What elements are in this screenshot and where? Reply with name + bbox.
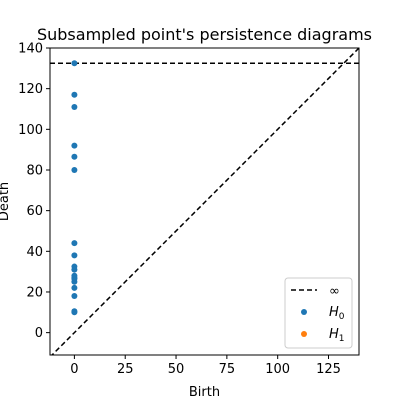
data-point-h0 <box>71 240 78 247</box>
diagonal-line <box>50 48 359 355</box>
y-tick-label: 0 <box>35 326 43 341</box>
x-tick-label: 75 <box>219 362 236 377</box>
data-point-h0 <box>71 60 78 67</box>
y-tick-label: 120 <box>18 82 43 97</box>
data-point-h0 <box>71 103 78 110</box>
chart-title: Subsampled point's persistence diagrams <box>37 25 372 44</box>
data-point-h0 <box>71 166 78 173</box>
y-tick-label: 40 <box>26 245 43 260</box>
plot-area <box>50 48 359 355</box>
y-tick-label: 140 <box>18 42 43 57</box>
x-tick-label: 100 <box>265 362 290 377</box>
data-point-h0 <box>71 266 78 273</box>
x-tick-label: 125 <box>316 362 341 377</box>
y-tick-label: 80 <box>26 163 43 178</box>
plot-inner <box>50 48 359 355</box>
x-tick-label: 25 <box>117 362 134 377</box>
legend-infinity-label: ∞ <box>329 284 340 299</box>
legend: ∞ H0 H1 <box>284 277 353 349</box>
axes: 0 25 50 75 100 125 0 20 40 60 80 100 120 140 <box>18 42 360 377</box>
data-point-h0 <box>71 142 78 149</box>
y-tick-label: 100 <box>18 123 43 138</box>
x-tick-label: 0 <box>70 362 78 377</box>
data-point-h0 <box>71 293 78 300</box>
y-tick-label: 60 <box>26 204 43 219</box>
x-tick-label: 50 <box>168 362 185 377</box>
data-point-h0 <box>71 252 78 259</box>
data-point-h0 <box>71 308 78 315</box>
data-point-h0 <box>71 91 78 98</box>
y-axis-title: Death <box>0 182 12 221</box>
data-point-h0 <box>71 153 78 160</box>
legend-h0-label: H0 <box>329 305 345 322</box>
x-axis-title: Birth <box>189 385 220 400</box>
legend-h1-marker <box>301 331 307 337</box>
y-tick-label: 20 <box>26 285 43 300</box>
data-point-h0 <box>71 284 78 291</box>
legend-box <box>284 277 353 349</box>
data-point-h0 <box>71 274 78 281</box>
legend-h1-label: H1 <box>329 327 345 344</box>
plot-frame <box>49 47 360 356</box>
legend-h0-marker <box>301 309 307 315</box>
